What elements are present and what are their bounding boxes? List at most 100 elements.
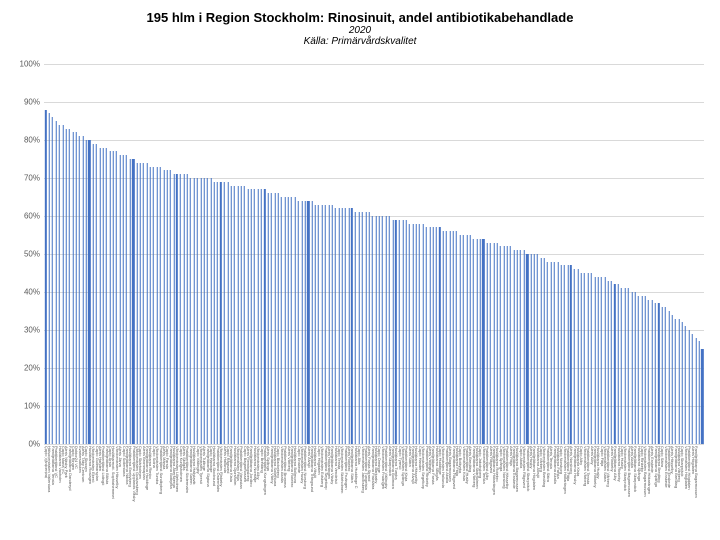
bar <box>96 144 97 444</box>
bar <box>574 269 575 444</box>
bar <box>106 148 107 444</box>
bar <box>315 205 316 444</box>
bar <box>608 281 609 444</box>
bar <box>379 216 380 444</box>
bar <box>460 235 461 444</box>
bar <box>268 193 269 444</box>
bar <box>173 174 174 444</box>
bar <box>295 197 296 444</box>
bar <box>685 326 686 444</box>
bar <box>103 148 104 444</box>
bar <box>214 182 215 444</box>
bar <box>406 220 407 444</box>
bar <box>241 186 242 444</box>
bar <box>503 246 504 444</box>
bar <box>601 277 602 444</box>
y-tick-label: 100% <box>20 60 44 69</box>
bar <box>628 288 629 444</box>
bar <box>298 201 299 444</box>
chart-subtitle-year: 2020 <box>0 25 720 36</box>
bar <box>66 129 67 444</box>
bar <box>76 132 77 444</box>
bar <box>487 243 488 444</box>
bar <box>389 216 390 444</box>
bar <box>470 235 471 444</box>
bar <box>359 212 360 444</box>
bar <box>662 307 663 444</box>
bar <box>416 224 417 444</box>
chart-title: 195 hlm i Region Stockholm: Rinosinuit, … <box>0 0 720 25</box>
bar <box>520 250 521 444</box>
y-tick-label: 90% <box>24 98 44 107</box>
bar <box>672 315 673 444</box>
bar <box>365 212 366 444</box>
bar <box>419 224 420 444</box>
bar <box>429 227 430 444</box>
chart-subtitle-source: Källa: Primärvårdskvalitet <box>0 36 720 47</box>
bar <box>335 208 336 444</box>
bar <box>278 193 279 444</box>
bar <box>561 265 562 444</box>
bar <box>689 330 690 444</box>
bar-slot <box>701 64 704 444</box>
bar <box>436 227 437 444</box>
bar <box>433 227 434 444</box>
bar <box>604 277 605 444</box>
bar <box>328 205 329 444</box>
bar <box>581 273 582 444</box>
bar <box>554 262 555 444</box>
bar <box>645 296 646 444</box>
bar <box>490 243 491 444</box>
bar <box>157 167 158 444</box>
bar <box>143 163 144 444</box>
bar <box>217 182 218 444</box>
bar <box>69 129 70 444</box>
bar <box>116 151 117 444</box>
bar <box>258 189 259 444</box>
bar <box>375 216 376 444</box>
bar <box>194 178 195 444</box>
bar <box>130 159 131 444</box>
bar <box>311 201 312 444</box>
bar <box>540 258 541 444</box>
bar <box>120 155 121 444</box>
bar <box>692 334 693 444</box>
bar <box>342 208 343 444</box>
bar <box>551 262 552 444</box>
bar <box>450 231 451 444</box>
bar <box>635 292 636 444</box>
bar <box>285 197 286 444</box>
bar <box>701 349 703 444</box>
bar <box>668 311 669 444</box>
bar <box>187 174 188 444</box>
bar <box>49 113 50 444</box>
bar <box>588 273 589 444</box>
bar <box>537 254 538 444</box>
bar <box>224 182 225 444</box>
bar <box>62 125 63 444</box>
bar <box>399 220 400 444</box>
y-tick-label: 10% <box>24 402 44 411</box>
y-tick-label: 30% <box>24 326 44 335</box>
bar <box>150 167 151 444</box>
bar <box>99 148 100 444</box>
bar <box>160 167 161 444</box>
bar <box>318 205 319 444</box>
bar <box>456 231 457 444</box>
bar <box>113 151 114 444</box>
bar <box>652 300 653 444</box>
bar <box>641 296 642 444</box>
bar <box>682 322 683 444</box>
bar <box>355 212 356 444</box>
bar <box>338 208 339 444</box>
bar <box>557 262 558 444</box>
bar <box>453 231 454 444</box>
bar <box>524 250 525 444</box>
bar <box>534 254 535 444</box>
bar <box>59 125 60 444</box>
bar <box>305 201 306 444</box>
bar <box>234 186 235 444</box>
bar <box>446 231 447 444</box>
bar <box>288 197 289 444</box>
bar <box>392 220 393 444</box>
